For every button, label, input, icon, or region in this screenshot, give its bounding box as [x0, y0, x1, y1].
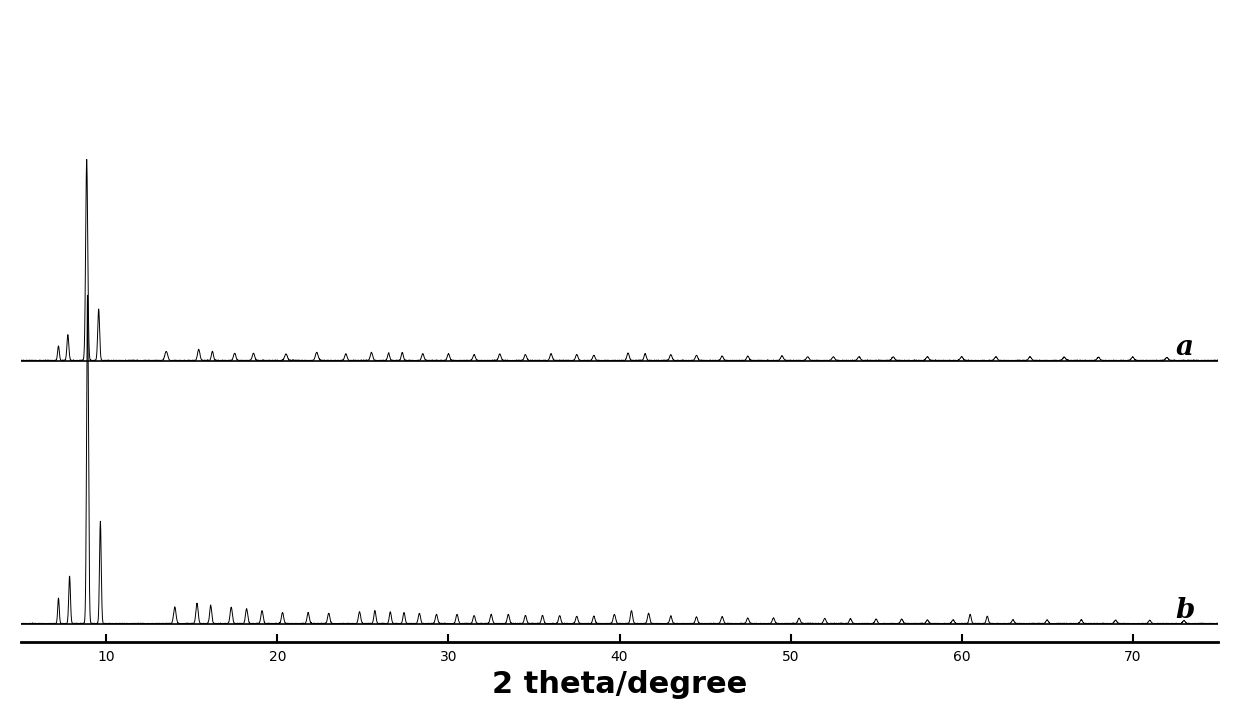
- X-axis label: 2 theta/degree: 2 theta/degree: [492, 670, 747, 699]
- Text: a: a: [1176, 335, 1193, 361]
- Text: b: b: [1176, 598, 1194, 624]
